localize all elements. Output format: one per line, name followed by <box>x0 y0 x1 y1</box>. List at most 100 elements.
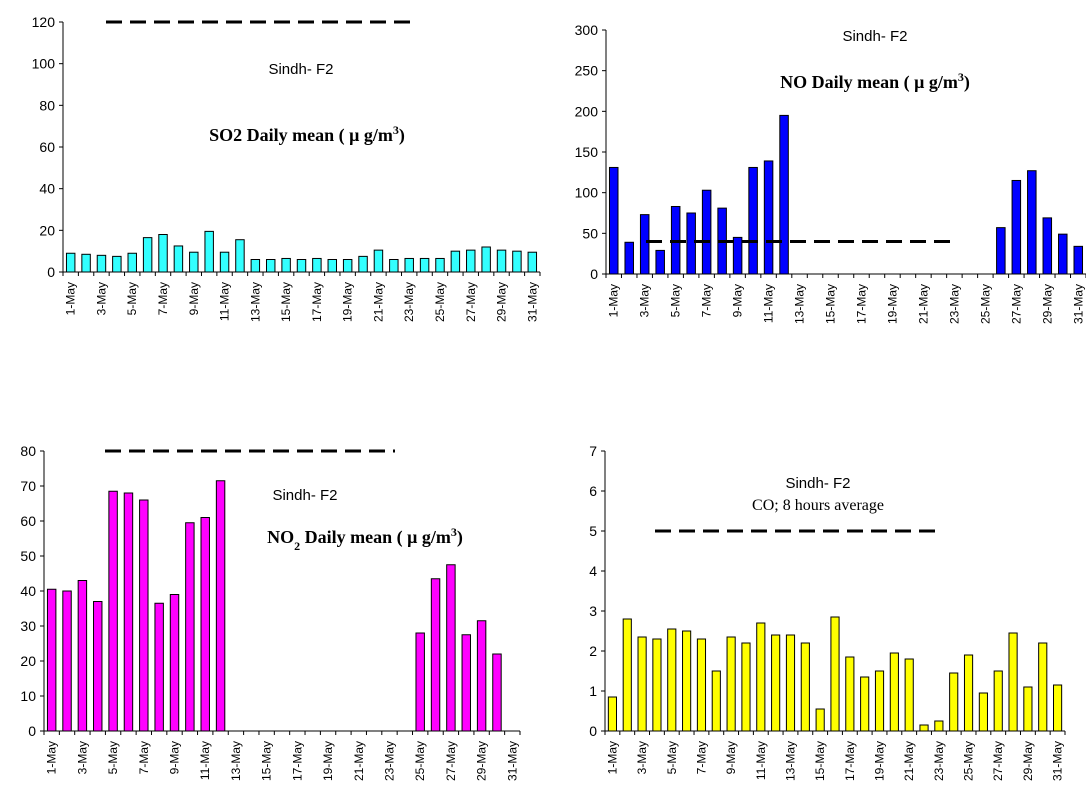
chart-title-superscript: 3 <box>451 525 457 539</box>
x-tick-label: 25-May <box>978 284 992 324</box>
bar-7-May <box>696 638 707 732</box>
bar-18-May <box>327 259 338 273</box>
y-tick-label: 20 <box>39 222 55 238</box>
x-tick-label: 3-May <box>638 284 652 317</box>
x-tick-label: 9-May <box>187 282 201 315</box>
bar-9-May <box>189 251 199 273</box>
bar-5-May <box>127 252 137 273</box>
x-tick-label: 9-May <box>731 284 745 317</box>
x-tick-label: 29-May <box>1021 741 1035 781</box>
y-tick-label: 120 <box>32 14 56 30</box>
x-tick-label: 23-May <box>382 741 396 781</box>
x-tick-label: 29-May <box>475 741 489 781</box>
bar-27-May <box>1011 179 1022 275</box>
bar-2-May <box>624 241 634 275</box>
bar-26-May <box>978 692 988 732</box>
bar-9-May <box>169 594 180 732</box>
chart-subtitle: Sindh- F2 <box>842 28 907 45</box>
chart-panel-1: 0 20 40 60 80 100 120 1-May 3-May 5-May 7-May 9-May… <box>32 14 541 322</box>
x-tick-label: 29-May <box>495 282 509 322</box>
bar-27-May <box>466 249 476 273</box>
bar-8-May <box>711 670 721 732</box>
bar-11-May <box>200 517 210 732</box>
bar-29-May <box>476 620 487 732</box>
bar-26-May <box>996 227 1006 275</box>
x-tick-label: 27-May <box>444 741 458 781</box>
bar-9-May <box>732 236 743 275</box>
chart-title-superscript: 3 <box>958 70 964 84</box>
y-tick-label: 60 <box>39 139 55 155</box>
x-tick-label: 1-May <box>607 284 621 317</box>
y-tick-label: 40 <box>39 181 55 197</box>
y-tick-label: 70 <box>20 478 36 494</box>
bar-14-May <box>265 259 276 273</box>
bar-29-May <box>1023 686 1033 732</box>
x-tick-label: 31-May <box>525 282 539 322</box>
x-tick-label: 29-May <box>1040 284 1054 324</box>
y-tick-label: 300 <box>575 22 599 38</box>
y-tick-label: 100 <box>32 56 56 72</box>
chart-title: CO; 8 hours average <box>752 497 884 514</box>
bar-21-May <box>373 249 384 273</box>
x-tick-label: 1-May <box>64 282 78 315</box>
x-tick-label: 11-May <box>762 284 776 323</box>
bar-20-May <box>889 652 899 732</box>
y-tick-label: 1 <box>589 683 597 699</box>
y-tick-label: 100 <box>575 185 599 201</box>
x-tick-label: 21-May <box>352 741 366 781</box>
x-tick-label: 5-May <box>106 741 120 774</box>
x-tick-label: 13-May <box>248 282 262 322</box>
bar-6-May <box>142 237 153 273</box>
x-tick-label: 11-May <box>218 282 232 321</box>
bar-16-May <box>296 259 307 273</box>
y-tick-label: 60 <box>20 513 36 529</box>
bar-28-May <box>1008 632 1018 732</box>
bar-11-May <box>219 251 230 273</box>
chart-title-superscript: 3 <box>393 123 399 137</box>
bar-23-May <box>404 257 414 273</box>
x-tick-label: 7-May <box>694 741 708 774</box>
bar-4-May <box>655 249 665 275</box>
y-tick-label: 0 <box>590 266 598 282</box>
bar-3-May <box>637 636 647 732</box>
chart-title-main: NO <box>267 527 294 547</box>
y-tick-label: 6 <box>589 483 597 499</box>
x-tick-label: 25-May <box>433 282 447 322</box>
x-tick-label: 11-May <box>198 741 212 780</box>
x-tick-label: 13-May <box>229 741 243 781</box>
bar-20-May <box>358 255 368 273</box>
bar-2-May <box>81 253 91 273</box>
x-tick-label: 9-May <box>168 741 182 774</box>
x-tick-label: 21-May <box>916 284 930 324</box>
chart-title: NO Daily mean ( μ g/m3) <box>780 70 970 93</box>
bar-1-May <box>607 696 617 732</box>
bar-10-May <box>748 166 758 275</box>
x-tick-label: 17-May <box>290 741 304 781</box>
x-tick-label: 23-May <box>932 741 946 781</box>
x-tick-label: 3-May <box>635 741 649 774</box>
bar-2-May <box>622 618 632 732</box>
chart-subtitle: Sindh- F2 <box>272 487 337 504</box>
bar-7-May <box>158 234 168 273</box>
y-tick-label: 4 <box>589 563 597 579</box>
bar-12-May <box>779 114 789 275</box>
x-tick-label: 5-May <box>669 284 683 317</box>
x-tick-label: 15-May <box>260 741 274 781</box>
bar-13-May <box>785 634 796 732</box>
x-tick-label: 5-May <box>665 741 679 774</box>
bar-3-May <box>639 214 650 275</box>
x-tick-label: 1-May <box>605 741 619 774</box>
bar-10-May <box>741 642 751 732</box>
bar-26-May <box>430 578 441 732</box>
bar-25-May <box>435 257 445 273</box>
bar-24-May <box>419 257 430 273</box>
chart-title-close: ) <box>964 72 970 93</box>
bar-4-May <box>93 601 103 732</box>
y-tick-label: 10 <box>20 688 36 704</box>
x-tick-label: 19-May <box>885 284 899 324</box>
x-tick-label: 7-May <box>137 741 151 774</box>
bar-30-May <box>1038 642 1048 732</box>
bar-13-May <box>250 259 261 273</box>
bar-11-May <box>756 622 766 732</box>
bar-17-May <box>845 656 855 732</box>
